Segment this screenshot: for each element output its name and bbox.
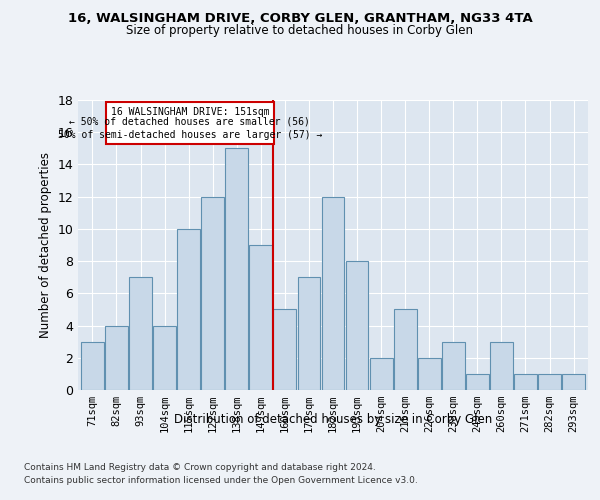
Bar <box>538 374 561 390</box>
FancyBboxPatch shape <box>106 102 274 144</box>
Text: Contains HM Land Registry data © Crown copyright and database right 2024.: Contains HM Land Registry data © Crown c… <box>24 462 376 471</box>
Bar <box>81 342 104 390</box>
Bar <box>177 229 200 390</box>
Bar <box>274 310 296 390</box>
Text: Contains public sector information licensed under the Open Government Licence v3: Contains public sector information licen… <box>24 476 418 485</box>
Text: Distribution of detached houses by size in Corby Glen: Distribution of detached houses by size … <box>174 412 492 426</box>
Bar <box>490 342 513 390</box>
Bar <box>394 310 416 390</box>
Text: 16 WALSINGHAM DRIVE: 151sqm: 16 WALSINGHAM DRIVE: 151sqm <box>110 108 269 118</box>
Bar <box>442 342 465 390</box>
Bar <box>418 358 440 390</box>
Bar <box>322 196 344 390</box>
Text: Size of property relative to detached houses in Corby Glen: Size of property relative to detached ho… <box>127 24 473 37</box>
Bar <box>250 245 272 390</box>
Text: 16, WALSINGHAM DRIVE, CORBY GLEN, GRANTHAM, NG33 4TA: 16, WALSINGHAM DRIVE, CORBY GLEN, GRANTH… <box>68 12 532 26</box>
Y-axis label: Number of detached properties: Number of detached properties <box>39 152 52 338</box>
Bar <box>514 374 537 390</box>
Bar <box>370 358 392 390</box>
Bar <box>298 277 320 390</box>
Text: 50% of semi-detached houses are larger (57) →: 50% of semi-detached houses are larger (… <box>58 130 322 140</box>
Bar <box>153 326 176 390</box>
Bar <box>466 374 489 390</box>
Bar <box>105 326 128 390</box>
Bar <box>346 261 368 390</box>
Bar <box>129 277 152 390</box>
Bar <box>201 196 224 390</box>
Text: ← 50% of detached houses are smaller (56): ← 50% of detached houses are smaller (56… <box>70 117 310 127</box>
Bar <box>226 148 248 390</box>
Bar <box>562 374 585 390</box>
